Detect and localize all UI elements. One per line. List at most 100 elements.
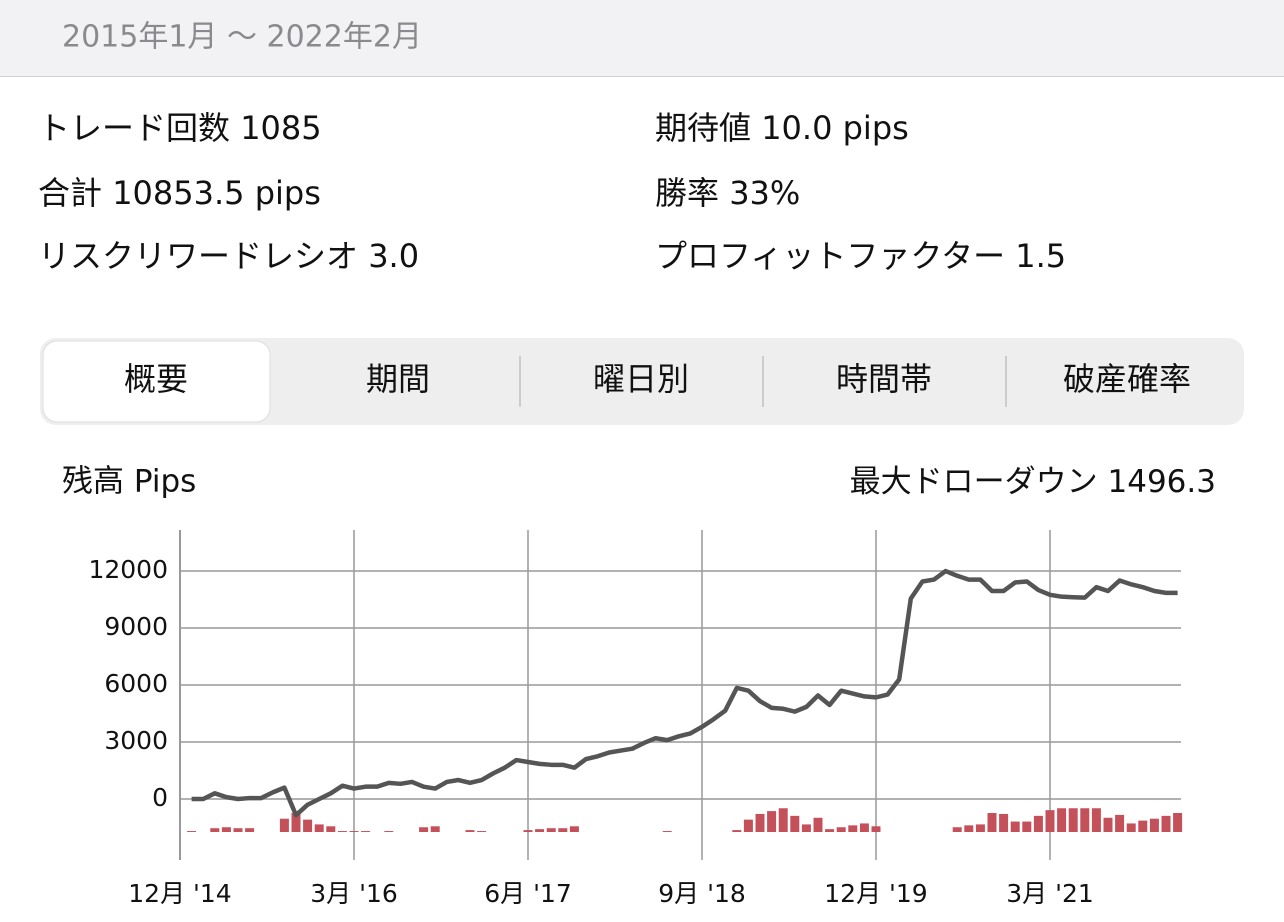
x-tick-label: 12月 '19	[824, 879, 927, 908]
bar	[778, 808, 788, 832]
bar	[1126, 823, 1136, 832]
bar	[419, 827, 429, 832]
bar	[1033, 815, 1043, 832]
x-tick-label: 6月 '17	[484, 879, 572, 908]
stat: 勝率 33%	[655, 174, 800, 212]
bar	[465, 830, 475, 832]
y-tick-label: 9000	[104, 612, 168, 641]
bar	[975, 824, 985, 832]
stat: 合計 10853.5 pips	[38, 174, 321, 212]
bar	[210, 828, 220, 832]
balance-line	[191, 568, 1178, 818]
bar	[1173, 813, 1183, 832]
bar	[1103, 817, 1113, 832]
bar	[291, 813, 301, 832]
stat-value: 10.0 pips	[761, 109, 909, 147]
bar	[535, 829, 545, 832]
bar	[825, 829, 835, 832]
bar	[569, 826, 579, 832]
stat: トレード回数 1085	[38, 109, 322, 147]
y-tick-label: 6000	[104, 669, 168, 698]
tab[interactable]: 曜日別	[593, 360, 689, 398]
bar	[384, 831, 394, 832]
bar	[1115, 814, 1125, 832]
bar	[245, 828, 255, 832]
bar	[732, 830, 742, 832]
date-range: 2015年1月 〜 2022年2月	[62, 20, 422, 55]
bar	[361, 831, 371, 832]
bar	[546, 828, 556, 832]
stat-label: 勝率	[655, 174, 719, 212]
bar	[767, 811, 777, 832]
stat-label: 期待値	[655, 109, 751, 147]
bar	[1022, 821, 1032, 832]
bar	[1045, 810, 1055, 832]
stat-label: プロフィットファクター	[655, 237, 1005, 275]
bar	[1138, 820, 1148, 832]
bar	[662, 831, 672, 832]
x-tick-label: 3月 '16	[310, 879, 398, 908]
y-tick-label: 3000	[104, 726, 168, 755]
bar	[952, 827, 962, 832]
bar	[1161, 815, 1171, 832]
bar	[221, 827, 231, 832]
bar	[1091, 808, 1101, 832]
bar	[326, 826, 336, 832]
bar	[999, 813, 1009, 832]
stat-label: トレード回数	[38, 109, 230, 147]
selected-segment	[42, 340, 271, 423]
bar	[848, 825, 858, 832]
bar	[755, 813, 765, 832]
bar	[871, 826, 881, 832]
y-tick-label: 12000	[88, 555, 168, 584]
bar	[1080, 808, 1090, 832]
bar	[1149, 818, 1159, 832]
stat-label: 合計	[38, 174, 102, 212]
bar	[477, 831, 487, 832]
header-bar	[0, 0, 1284, 76]
x-tick-label: 3月 '21	[1006, 879, 1094, 908]
bar	[1057, 808, 1067, 832]
bar	[337, 831, 347, 832]
bar	[430, 826, 440, 832]
bar	[964, 825, 974, 832]
stat-value: 10853.5 pips	[112, 174, 321, 212]
bar	[1068, 808, 1078, 832]
stat-label: リスクリワードレシオ	[38, 237, 358, 275]
bar	[801, 824, 811, 832]
bar	[523, 830, 533, 832]
bar	[187, 831, 197, 832]
stat: プロフィットファクター 1.5	[655, 237, 1066, 275]
tab[interactable]: 期間	[366, 360, 430, 398]
bar	[859, 823, 869, 832]
segmented-control	[40, 338, 1244, 425]
bar	[279, 818, 289, 832]
bar	[813, 817, 823, 832]
chart-title: 残高 Pips	[62, 464, 196, 500]
bar	[790, 815, 800, 832]
x-tick-label: 9月 '18	[658, 879, 746, 908]
stat: リスクリワードレシオ 3.0	[38, 237, 419, 275]
tab[interactable]: 時間帯	[836, 360, 932, 398]
x-tick-label: 12月 '14	[128, 879, 231, 908]
y-tick-label: 0	[152, 783, 168, 812]
max-drawdown-label: 最大ドローダウン	[850, 464, 1098, 500]
bar	[233, 828, 243, 832]
bar	[987, 813, 997, 832]
bar	[349, 831, 359, 832]
bar	[743, 819, 753, 832]
bar	[1010, 821, 1020, 832]
stat: 期待値 10.0 pips	[655, 109, 909, 147]
max-drawdown-value: 1496.3	[1108, 464, 1216, 500]
stat-value: 3.0	[368, 237, 419, 275]
stat-value: 33%	[729, 174, 800, 212]
stat-value: 1.5	[1015, 237, 1066, 275]
max-drawdown: 最大ドローダウン 1496.3	[850, 464, 1216, 500]
bar	[303, 819, 313, 832]
tab[interactable]: 概要	[124, 360, 188, 398]
bar	[836, 827, 846, 832]
bar	[558, 828, 568, 832]
tab[interactable]: 破産確率	[1063, 360, 1191, 398]
